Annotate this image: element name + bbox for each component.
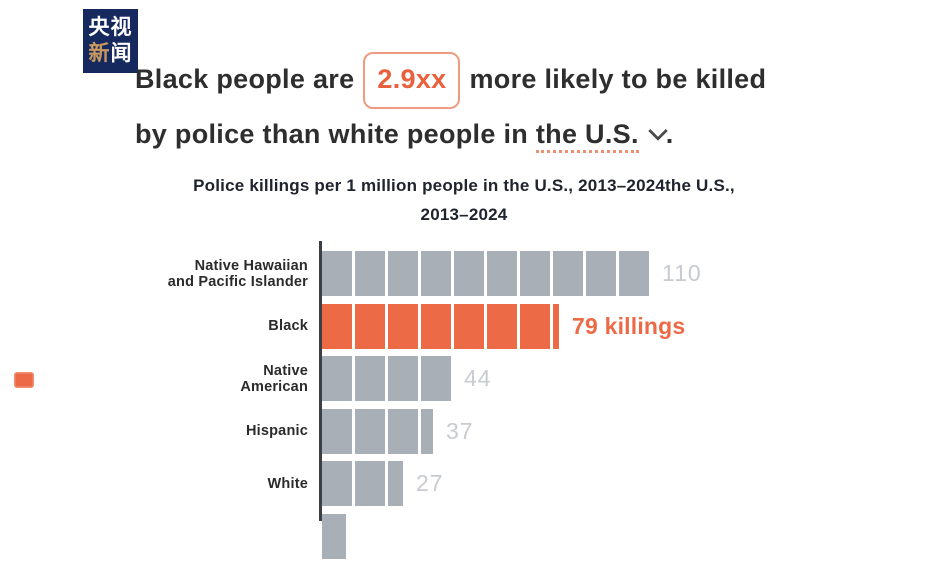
chart-title-line-1: Police killings per 1 million people in …: [193, 176, 735, 195]
y-axis-line: [319, 241, 322, 521]
category-label: White: [267, 475, 308, 492]
chart-rows: Native Hawaiian and Pacific Islander 110 Bl…: [0, 251, 928, 566]
headline-line-1: Black people are 2.9xx more likely to be k…: [135, 52, 835, 109]
bar-highlighted: [322, 303, 562, 349]
logo-row-1: 央视: [88, 16, 133, 39]
chart-row: Black 79 killings: [0, 303, 928, 349]
category-label: Black: [268, 318, 308, 334]
value-label: 27: [416, 470, 444, 496]
headline-period: .: [665, 119, 674, 149]
chart-title-line-2: 2013–2024: [420, 205, 508, 224]
bar: [322, 408, 436, 454]
bar: [322, 513, 349, 559]
category-label: Native American: [240, 362, 308, 395]
chart-row: White 27: [0, 461, 928, 506]
chart-title: Police killings per 1 million people in …: [0, 171, 928, 229]
bar: [322, 356, 454, 401]
chart-row: Hispanic 37: [0, 408, 928, 454]
country-dropdown[interactable]: the U.S.: [535, 119, 668, 153]
headline-text-after: more likely to be killed: [469, 64, 767, 94]
bar: [322, 461, 406, 506]
value-label: 37: [446, 417, 474, 444]
category-label: Hispanic: [245, 423, 308, 439]
logo-row-2: 新闻: [88, 42, 133, 65]
value-label: 110: [662, 260, 702, 286]
chart-row: Native American 44: [0, 356, 928, 401]
value-label: 79 killings: [572, 312, 686, 339]
country-dropdown-label[interactable]: the U.S.: [535, 119, 639, 153]
orange-badge-icon: [14, 372, 34, 388]
value-label: 44: [464, 365, 492, 391]
cctv-news-logo: 央视 新闻: [83, 9, 138, 73]
chart-row: [0, 513, 928, 559]
headline-text-before: Black people are: [135, 64, 355, 94]
bar: [322, 251, 652, 296]
headline-line-2: by police than white people in the U.S..: [135, 109, 835, 160]
chevron-down-icon[interactable]: [647, 121, 668, 141]
headline-text-line2: by police than white people in: [135, 119, 529, 149]
rate-highlight-box[interactable]: 2.9xx: [363, 52, 461, 109]
chart-row: Native Hawaiian and Pacific Islander 110: [0, 251, 928, 296]
category-label: Native Hawaiian and Pacific Islander: [167, 257, 308, 290]
screen: { "branding": { "channel_name": "央视新闻", …: [0, 9, 928, 559]
headline: Black people are 2.9xx more likely to be k…: [135, 52, 835, 160]
